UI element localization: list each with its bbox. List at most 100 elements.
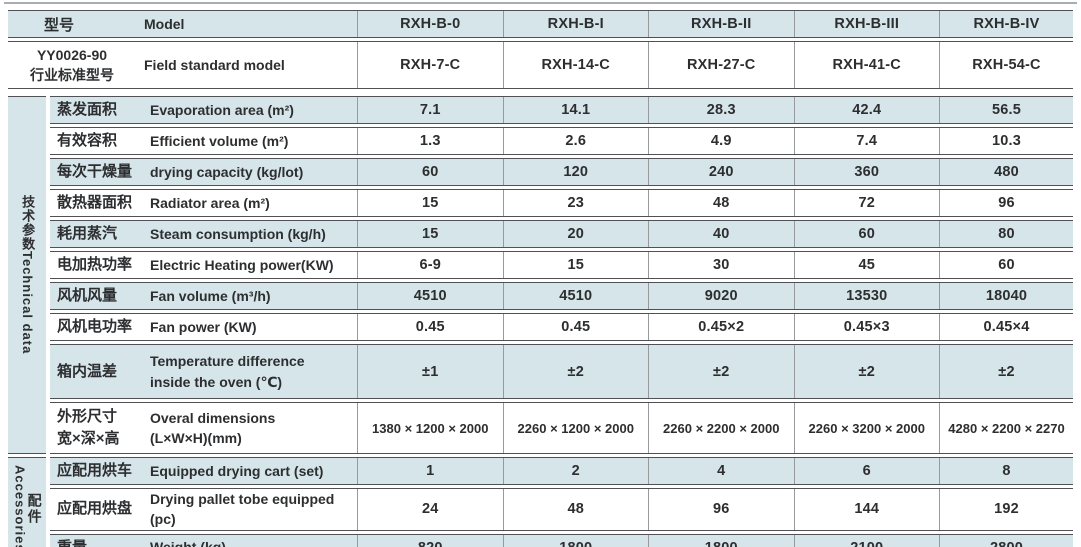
group-label-zh: 技术参数 — [20, 195, 36, 252]
spec-value-cell: 0.45×4 — [939, 314, 1073, 340]
row-label-zh: 蒸发面积 — [50, 99, 142, 121]
spec-value-cell: 14.1 — [502, 97, 649, 123]
spec-value-cell: 15 — [502, 252, 649, 278]
row-label-zh-line1: 外形尺寸 — [57, 408, 118, 426]
spec-value-cell: 7.1 — [357, 97, 503, 123]
row-label-zh: 外形尺寸宽×深×高 — [50, 406, 142, 450]
top-rule — [4, 2, 1077, 4]
row-label-en: Steam consumption (kg/h) — [142, 224, 357, 244]
spec-value-cell: 1380 × 1200 × 2000 — [357, 403, 503, 453]
row-label-zh: 应配用烘车 — [50, 460, 142, 482]
group-rows: 蒸发面积 Evaporation area (m²) 7.1 14.1 28.3 42.4… — [50, 96, 1073, 454]
spec-value-cell: 2800 — [939, 534, 1073, 547]
model-header-label: 型号 Model — [8, 11, 357, 37]
row-label-en-line1: Temperature difference — [150, 353, 305, 370]
spec-value-cell: 56.5 — [939, 97, 1073, 123]
model-name-cell: RXH-B-IV — [939, 11, 1073, 37]
field-standard-code: YY0026-90 — [36, 46, 108, 63]
row-label-zh-line1: 重量 — [57, 537, 142, 547]
row-label-en-line1: Fan volume (m³/h) — [150, 287, 271, 304]
spec-value-cell: 15 — [357, 221, 503, 247]
group-rows: 应配用烘车 Equipped drying cart (set) 1 2 4 6 8 应配用烘… — [50, 457, 1073, 547]
spec-value-cell: 40 — [648, 221, 794, 247]
spec-row: 外形尺寸 宽×深×高 Overal dimensions (L×W×H)(mm) 138… — [50, 402, 1073, 454]
spec-value-cell: 2260 × 1200 × 2000 — [502, 403, 649, 453]
spec-row: 有效容积 Efficient volume (m²) 1.3 2.6 4.9 7.4 10.… — [50, 127, 1073, 155]
spec-value-cell: 20 — [502, 221, 649, 247]
spec-row: 重量Weight (kg)8201800180021002800 — [50, 533, 1073, 547]
spec-row: 电加热功率 Electric Heating power(KW) 6-9 15 30 45… — [50, 251, 1073, 279]
group-label-en: Accessories — [12, 465, 28, 547]
spec-value-cell: 60 — [357, 159, 503, 185]
spec-value-cell: 144 — [793, 489, 940, 530]
row-label-zh-line1: 应配用烘盘 — [57, 500, 133, 518]
row-label-zh-line1: 蒸发面积 — [57, 101, 118, 119]
spec-value-cell: 1 — [357, 458, 503, 484]
row-label-en: Efficient volume (m²) — [142, 131, 357, 151]
row-label-en: Fan power (KW) — [142, 317, 357, 337]
model-label-en: Model — [144, 16, 185, 32]
row-label-zh: 耗用蒸汽 — [50, 223, 142, 245]
spec-value-cell: ±2 — [502, 345, 649, 398]
spec-value-cell: 4 — [648, 458, 794, 484]
spec-row-label: 蒸发面积 Evaporation area (m²) — [50, 97, 357, 123]
row-label-en: Temperature difference inside the oven (℃… — [142, 351, 357, 392]
spec-row-label: 外形尺寸 宽×深×高 Overal dimensions (L×W×H)(mm) — [50, 403, 357, 453]
group-label: 技术参数Technical data — [8, 96, 46, 454]
spec-value-cell: 4.9 — [648, 128, 794, 154]
row-label-en-line2: inside the oven (℃) — [150, 373, 283, 390]
model-name-cell: RXH-B-0 — [357, 11, 503, 37]
spec-value-cell: 13530 — [793, 283, 940, 309]
spec-value-cell: 96 — [648, 489, 794, 530]
spec-value-cell: 9020 — [648, 283, 794, 309]
spec-value-cell: 4510 — [502, 283, 649, 309]
spec-row: 应配用烘车 Equipped drying cart (set) 1 2 4 6 8 — [50, 457, 1073, 485]
row-label-en: Electric Heating power(KW) — [142, 255, 357, 275]
spec-value-cell: 4510 — [357, 283, 503, 309]
standard-model-cell: RXH-7-C — [357, 42, 503, 88]
spec-value-cell: 28.3 — [648, 97, 794, 123]
accessories-section: Accessories 配件 应配用烘车 Equipped drying cart (… — [8, 457, 1073, 547]
group-label-en: Technical data — [20, 251, 36, 355]
row-label-en-line1: drying capacity (kg/lot) — [150, 163, 304, 180]
model-name-cell: RXH-B-I — [502, 11, 649, 37]
row-label-en-line1: Evaporation area (m²) — [150, 101, 294, 118]
spec-value-cell: 6-9 — [357, 252, 503, 278]
spec-row: 蒸发面积 Evaporation area (m²) 7.1 14.1 28.3 42.4… — [50, 96, 1073, 124]
spec-value-cell: 0.45×3 — [793, 314, 940, 340]
spec-value-cell: 24 — [357, 489, 503, 530]
row-label-en: drying capacity (kg/lot) — [142, 162, 357, 182]
row-label-en: Weight (kg) — [142, 537, 357, 547]
spec-value-cell: 120 — [502, 159, 649, 185]
row-label-zh-line1: 耗用蒸汽 — [57, 225, 118, 243]
row-label-zh-line1: 每次干燥量 — [57, 163, 133, 181]
row-label-en: Evaporation area (m²) — [142, 100, 357, 120]
row-label-zh: 电加热功率 — [50, 254, 142, 276]
row-label-zh: 重量 — [50, 537, 142, 547]
group-label: Accessories 配件 — [8, 457, 46, 547]
spec-value-cell: 820 — [357, 534, 503, 547]
spec-value-cell: 96 — [939, 190, 1073, 216]
spec-value-cell: 0.45 — [357, 314, 503, 340]
row-label-en-line1: Overal dimensions — [150, 409, 276, 426]
spec-value-cell: 2100 — [793, 534, 940, 547]
spec-value-cell: 45 — [793, 252, 940, 278]
spec-row-label: 风机电功率 Fan power (KW) — [50, 314, 357, 340]
model-name-cell: RXH-B-III — [793, 11, 940, 37]
spec-value-cell: 2 — [502, 458, 649, 484]
spec-row-label: 有效容积 Efficient volume (m²) — [50, 128, 357, 154]
spec-value-cell: 10.3 — [939, 128, 1073, 154]
row-label-zh-line1: 电加热功率 — [57, 256, 133, 274]
spec-value-cell: 1800 — [502, 534, 649, 547]
spec-value-cell: 18040 — [939, 283, 1073, 309]
field-standard-label-en: Field standard model — [144, 57, 285, 73]
spec-value-cell: 30 — [648, 252, 794, 278]
row-label-zh-line2: 宽×深×高 — [57, 430, 120, 447]
spec-value-cell: 48 — [502, 489, 649, 530]
row-label-en-line1: Weight (kg) — [150, 537, 357, 547]
spec-row: 每次干燥量 drying capacity (kg/lot) 60 120 240 360… — [50, 158, 1073, 186]
row-label-en-line1: Drying pallet tobe equipped (pc) — [150, 491, 335, 528]
row-label-zh: 有效容积 — [50, 130, 142, 152]
row-label-zh: 风机电功率 — [50, 316, 142, 338]
